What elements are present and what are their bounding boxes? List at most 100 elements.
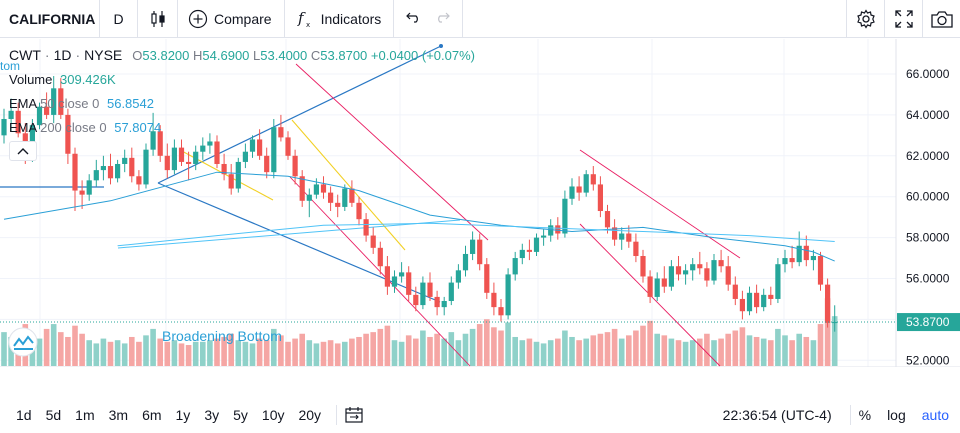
candle-body [690,264,696,271]
volume-bar [618,338,625,366]
range-3y[interactable]: 3y [204,407,220,423]
volume-bar [171,340,178,366]
indicator-name: EMA [9,120,37,135]
price-chart[interactable]: 66.0000 64.0000 62.0000 60.0000 58.0000 56.00… [0,39,960,367]
legend-exchange: NYSE [84,47,123,63]
low-label: L [253,48,261,63]
candle-body [526,249,532,252]
symbol-search[interactable]: CALIFORNIA [0,0,100,38]
volume-bar [200,341,206,366]
chart-pane[interactable]: 66.0000 64.0000 62.0000 60.0000 58.0000 56.00… [0,39,960,367]
indicator-name: Volume [9,72,53,87]
settings-button[interactable] [846,0,884,38]
volume-bar [178,343,185,366]
broadening-bottom-label[interactable]: Broadening Bottom [162,328,282,344]
calendar-range-icon[interactable] [345,407,363,423]
candle-body [590,174,596,185]
candle-body [1,118,7,136]
volume-bar [739,327,746,366]
volume-bar [129,336,135,366]
volume-bar [285,341,291,366]
tradingview-logo [8,327,38,357]
candle-body [427,282,433,297]
volume-bar [363,333,369,366]
range-10y[interactable]: 10y [261,407,285,423]
gear-icon [856,9,875,29]
log-scale-toggle[interactable]: log [887,407,906,423]
fullscreen-button[interactable] [884,0,922,38]
volume-bar [803,336,810,366]
indicators-label: Indicators [320,10,382,27]
volume-bar [689,340,696,366]
indicator-params: 200 close 0 [40,120,107,135]
volume-bar [121,343,128,366]
candle-body [72,153,78,191]
candle-body [754,292,760,308]
volume-bar [732,330,739,366]
price-tick-label: 56.0000 [906,272,950,286]
candle-body [597,184,603,212]
volume-bar [831,316,838,366]
candle-body [739,298,745,312]
range-1d[interactable]: 1d [16,407,32,423]
volume-bar [342,341,348,366]
indicator-value: 57.8074 [114,120,162,135]
volume-bar [434,333,440,366]
candle-body [122,157,128,164]
volume-bar [711,340,717,366]
indicator-volume[interactable]: Volume 309.426K [9,72,116,87]
range-6m[interactable]: 6m [142,407,162,423]
candle-body [349,188,355,203]
candle-body [8,110,14,119]
candle-body [746,292,753,312]
clock[interactable]: 22:36:54 (UTC-4) [722,407,832,423]
candle-body [370,235,376,248]
interval-button[interactable]: D [100,0,138,38]
volume-bar [611,328,618,366]
candle-body [725,266,731,285]
candle-body [612,227,618,240]
indicator-ema50[interactable]: EMA 50 close 0 56.8542 [9,96,154,111]
volume-bar [221,336,227,366]
volume-bar [334,343,341,366]
redo-icon[interactable] [434,11,451,27]
indicator-params: 50 close 0 [40,96,100,111]
range-1m[interactable]: 1m [75,407,95,423]
candle-body [15,110,21,134]
candle-body [377,247,383,267]
candle-body [541,235,547,238]
volume-bar [704,333,710,366]
indicator-ema200[interactable]: EMA 200 close 0 57.8074 [9,120,161,135]
snapshot-button[interactable] [922,0,960,38]
range-5d[interactable]: 5d [45,407,62,423]
chart-type-button[interactable] [138,0,178,38]
volume-bar [413,338,419,366]
compare-button[interactable]: Compare [178,0,285,38]
range-5y[interactable]: 5y [233,407,248,423]
range-20y[interactable]: 20y [298,407,322,423]
collapse-legend-button[interactable] [9,141,37,161]
range-3m[interactable]: 3m [108,407,129,423]
volume-bar [427,336,433,366]
volume-bar [320,341,327,366]
volume-bar [817,324,824,366]
candle-body [51,88,57,115]
undo-icon[interactable] [406,11,422,27]
svg-text:f: f [297,9,306,27]
candle-body [129,157,135,177]
low-value: 53.4000 [260,48,308,63]
range-1y[interactable]: 1y [175,407,191,423]
volume-bar [370,332,376,366]
candle-body [519,249,525,259]
candle-body [313,184,319,195]
candle-body [107,166,114,179]
candle-body [640,256,646,277]
candle-body [292,155,298,177]
auto-scale-toggle[interactable]: auto [921,407,949,423]
volume-bar [654,333,660,366]
percent-scale-toggle[interactable]: % [849,405,879,425]
volume-bar [526,338,533,366]
